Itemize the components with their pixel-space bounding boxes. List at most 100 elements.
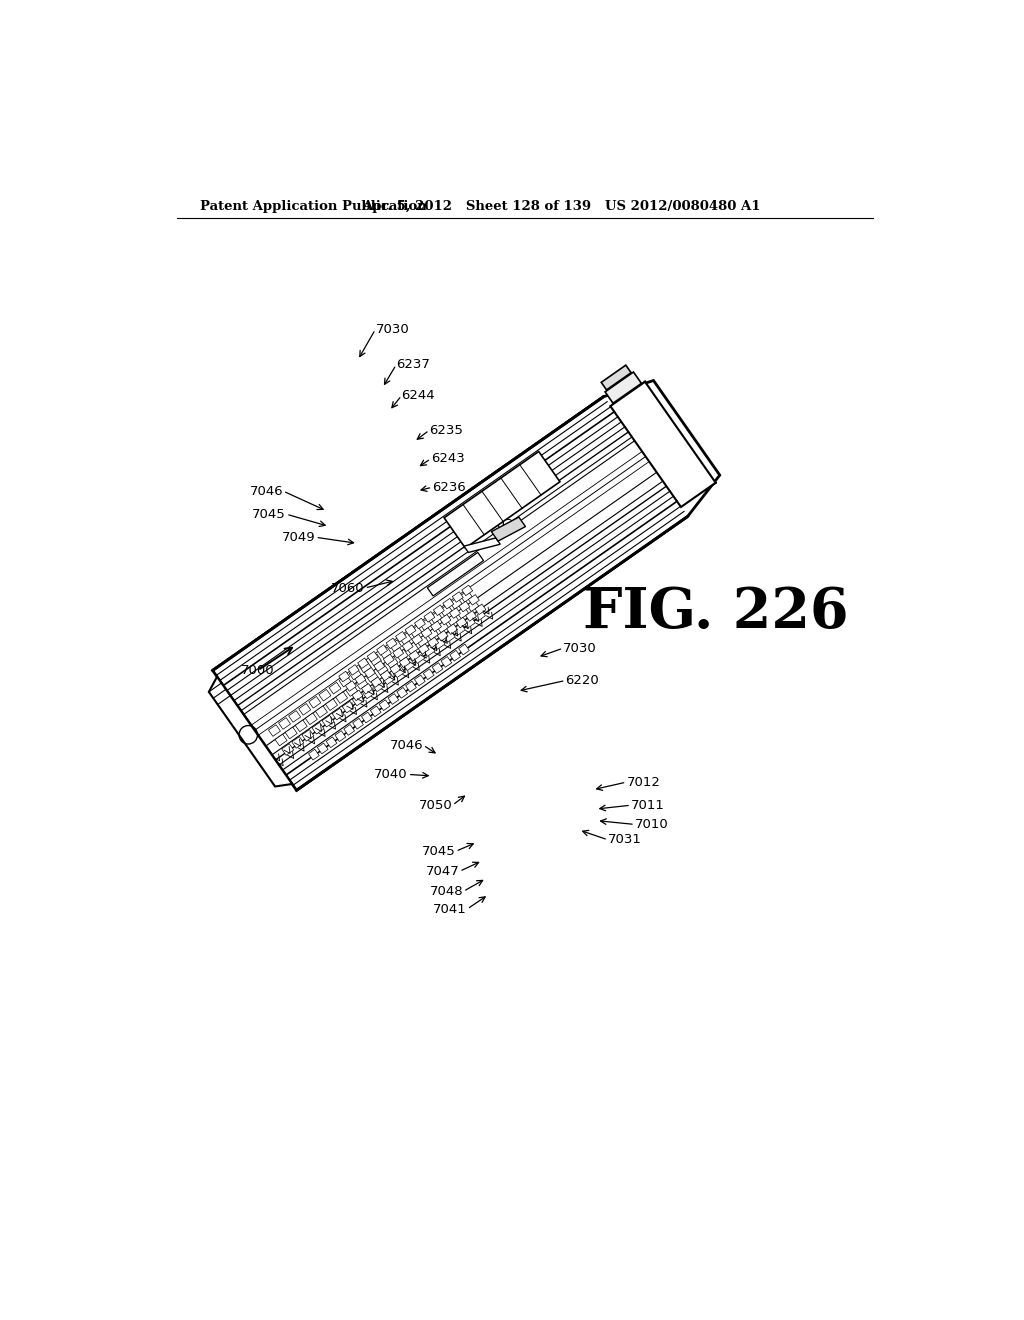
Polygon shape (329, 682, 341, 694)
Polygon shape (402, 659, 415, 671)
Text: FIG. 226: FIG. 226 (583, 585, 849, 640)
Polygon shape (359, 661, 372, 673)
Polygon shape (393, 648, 403, 659)
Polygon shape (406, 681, 417, 692)
Polygon shape (344, 725, 354, 735)
Polygon shape (605, 372, 641, 403)
Text: 7012: 7012 (627, 776, 660, 788)
Text: 7046: 7046 (250, 484, 283, 498)
Polygon shape (467, 601, 479, 611)
Text: 7048: 7048 (430, 884, 463, 898)
Polygon shape (346, 685, 357, 697)
Polygon shape (441, 656, 452, 667)
Polygon shape (312, 722, 324, 734)
Polygon shape (388, 693, 398, 705)
Polygon shape (417, 635, 428, 647)
Text: 6244: 6244 (401, 389, 435, 403)
Polygon shape (436, 622, 449, 632)
Text: 7000: 7000 (241, 664, 274, 677)
Polygon shape (308, 750, 319, 760)
Polygon shape (279, 718, 291, 729)
Text: 7060: 7060 (331, 582, 365, 594)
Polygon shape (415, 618, 425, 628)
Polygon shape (423, 644, 435, 656)
Polygon shape (366, 671, 378, 682)
Polygon shape (299, 704, 310, 715)
Polygon shape (348, 664, 359, 675)
Polygon shape (386, 638, 397, 648)
Polygon shape (397, 688, 408, 698)
Polygon shape (317, 743, 328, 754)
Polygon shape (420, 619, 432, 631)
Polygon shape (443, 631, 455, 643)
Polygon shape (349, 668, 361, 680)
Polygon shape (424, 611, 435, 622)
Polygon shape (399, 657, 411, 668)
Polygon shape (361, 684, 373, 694)
Polygon shape (352, 718, 364, 729)
Polygon shape (389, 640, 401, 652)
Polygon shape (352, 694, 365, 706)
Polygon shape (371, 677, 382, 688)
Polygon shape (430, 622, 441, 631)
Polygon shape (395, 631, 407, 642)
Polygon shape (289, 710, 301, 722)
Polygon shape (402, 642, 413, 652)
Polygon shape (415, 675, 425, 686)
Polygon shape (365, 668, 375, 678)
Polygon shape (302, 730, 314, 741)
Text: 7031: 7031 (608, 833, 642, 846)
Polygon shape (464, 539, 501, 553)
Polygon shape (305, 713, 317, 725)
Polygon shape (407, 643, 418, 653)
Polygon shape (379, 700, 390, 710)
Polygon shape (315, 706, 328, 718)
Polygon shape (361, 713, 372, 723)
Polygon shape (473, 610, 485, 620)
Polygon shape (444, 451, 560, 548)
Polygon shape (326, 698, 338, 710)
Text: 7040: 7040 (374, 768, 408, 781)
Polygon shape (209, 677, 292, 787)
Text: 7049: 7049 (282, 531, 315, 544)
Polygon shape (327, 737, 337, 747)
Polygon shape (332, 709, 344, 719)
Polygon shape (386, 656, 398, 668)
Polygon shape (456, 618, 467, 628)
Text: 7032: 7032 (488, 517, 522, 531)
Polygon shape (433, 638, 445, 649)
Polygon shape (370, 655, 381, 665)
Polygon shape (457, 607, 469, 619)
Polygon shape (362, 688, 375, 698)
Polygon shape (459, 601, 470, 611)
Text: 7047: 7047 (426, 865, 460, 878)
Polygon shape (285, 727, 297, 739)
Polygon shape (462, 585, 473, 595)
Text: 6220: 6220 (565, 675, 599, 686)
Polygon shape (399, 632, 412, 644)
Polygon shape (468, 594, 479, 605)
Polygon shape (381, 671, 391, 681)
Polygon shape (432, 663, 442, 673)
Polygon shape (410, 626, 422, 638)
Polygon shape (437, 631, 449, 642)
Polygon shape (323, 715, 334, 727)
Text: 6237: 6237 (396, 358, 430, 371)
Polygon shape (318, 689, 331, 701)
Polygon shape (423, 669, 434, 680)
Polygon shape (433, 605, 444, 615)
Polygon shape (355, 675, 366, 685)
Polygon shape (309, 697, 321, 708)
Text: 7030: 7030 (376, 323, 410, 335)
Polygon shape (446, 614, 459, 626)
Polygon shape (454, 623, 465, 635)
Polygon shape (380, 647, 391, 659)
Text: Apr. 5, 2012   Sheet 128 of 139   US 2012/0080480 A1: Apr. 5, 2012 Sheet 128 of 139 US 2012/00… (362, 199, 761, 213)
Polygon shape (213, 380, 720, 791)
Polygon shape (428, 638, 438, 648)
Polygon shape (459, 644, 469, 655)
Text: 7030: 7030 (563, 642, 597, 655)
Polygon shape (373, 680, 385, 692)
Polygon shape (426, 628, 438, 640)
Polygon shape (492, 517, 525, 541)
